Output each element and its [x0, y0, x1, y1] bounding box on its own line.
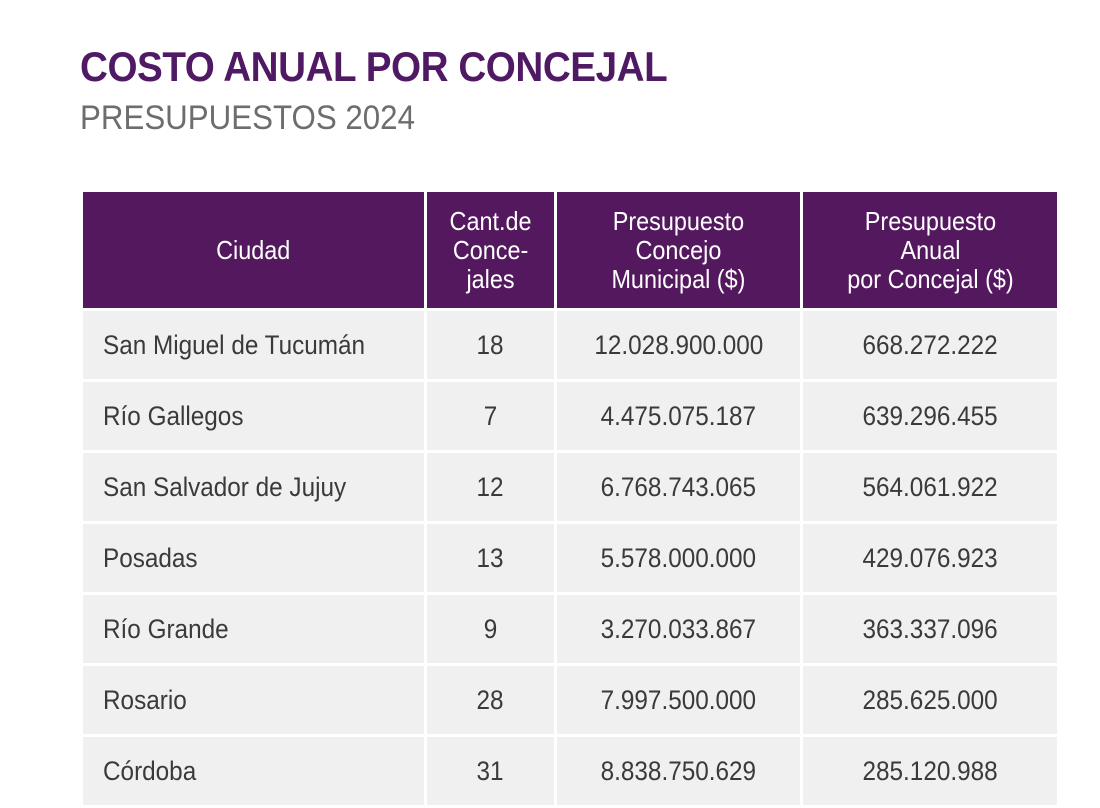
council-budget-cell: 6.768.743.065 [557, 453, 800, 521]
column-header-cant-concejales: Cant.de Conce- jales [427, 192, 554, 308]
council-budget-cell: 12.028.900.000 [557, 311, 800, 379]
per-councilor-cell: 285.120.988 [803, 737, 1057, 805]
per-councilor-cell: 285.625.000 [803, 666, 1057, 734]
council-count-cell: 31 [427, 737, 554, 805]
council-count-cell: 7 [427, 382, 554, 450]
per-councilor-cell: 363.337.096 [803, 595, 1057, 663]
budget-table: Ciudad Cant.de Conce- jales Presupuesto … [80, 189, 1060, 808]
council-count-cell: 18 [427, 311, 554, 379]
column-header-presupuesto-concejo: Presupuesto Concejo Municipal ($) [557, 192, 800, 308]
council-count-cell: 28 [427, 666, 554, 734]
city-cell: San Salvador de Jujuy [83, 453, 424, 521]
per-councilor-cell: 564.061.922 [803, 453, 1057, 521]
per-councilor-cell: 668.272.222 [803, 311, 1057, 379]
table-row: San Salvador de Jujuy 12 6.768.743.065 5… [83, 453, 1057, 521]
city-cell: San Miguel de Tucumán [83, 311, 424, 379]
council-budget-cell: 4.475.075.187 [557, 382, 800, 450]
table-header-row: Ciudad Cant.de Conce- jales Presupuesto … [83, 192, 1057, 308]
column-header-presupuesto-por-concejal: Presupuesto Anual por Concejal ($) [803, 192, 1057, 308]
city-cell: Río Grande [83, 595, 424, 663]
council-budget-cell: 3.270.033.867 [557, 595, 800, 663]
table-row: Río Grande 9 3.270.033.867 363.337.096 [83, 595, 1057, 663]
table-row: San Miguel de Tucumán 18 12.028.900.000 … [83, 311, 1057, 379]
city-cell: Río Gallegos [83, 382, 424, 450]
table-row: Córdoba 31 8.838.750.629 285.120.988 [83, 737, 1057, 805]
page-title: COSTO ANUAL POR CONCEJAL [80, 43, 668, 90]
council-count-cell: 9 [427, 595, 554, 663]
table-row: Rosario 28 7.997.500.000 285.625.000 [83, 666, 1057, 734]
page-subtitle: PRESUPUESTOS 2024 [80, 99, 415, 137]
council-budget-cell: 8.838.750.629 [557, 737, 800, 805]
per-councilor-cell: 639.296.455 [803, 382, 1057, 450]
city-cell: Córdoba [83, 737, 424, 805]
council-count-cell: 13 [427, 524, 554, 592]
per-councilor-cell: 429.076.923 [803, 524, 1057, 592]
column-header-ciudad: Ciudad [83, 192, 424, 308]
city-cell: Rosario [83, 666, 424, 734]
council-budget-cell: 7.997.500.000 [557, 666, 800, 734]
city-cell: Posadas [83, 524, 424, 592]
table-row: Río Gallegos 7 4.475.075.187 639.296.455 [83, 382, 1057, 450]
council-budget-cell: 5.578.000.000 [557, 524, 800, 592]
council-count-cell: 12 [427, 453, 554, 521]
table-row: Posadas 13 5.578.000.000 429.076.923 [83, 524, 1057, 592]
